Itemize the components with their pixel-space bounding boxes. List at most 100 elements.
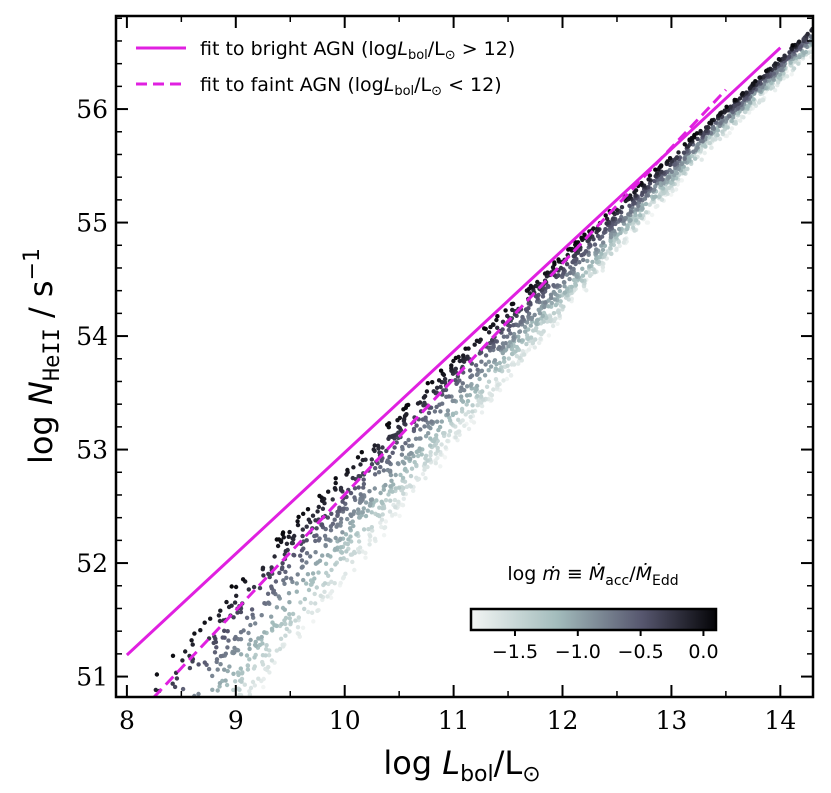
- scatter-point: [435, 445, 440, 451]
- scatter-point: [252, 664, 257, 669]
- scatter-point: [478, 394, 484, 399]
- scatter-point: [256, 676, 261, 681]
- scatter-point: [245, 663, 250, 668]
- scatter-point: [676, 150, 681, 155]
- scatter-point: [393, 472, 398, 478]
- scatter-point: [179, 759, 183, 763]
- scatter-point: [682, 142, 687, 147]
- scatter-point: [208, 709, 212, 713]
- scatter-point: [264, 643, 269, 648]
- scatter-point: [246, 587, 251, 592]
- scatter-point: [237, 687, 242, 692]
- scatter-point: [286, 564, 292, 569]
- scatter-point: [486, 368, 491, 373]
- scatter-point: [437, 424, 443, 430]
- scatter-point: [211, 738, 215, 742]
- scatter-point: [162, 755, 166, 759]
- scatter-point: [594, 247, 599, 252]
- scatter-point: [150, 779, 154, 783]
- scatter-point: [262, 601, 267, 606]
- scatter-point: [418, 427, 423, 432]
- scatter-point: [369, 525, 374, 530]
- scatter-point: [625, 223, 630, 228]
- scatter-point: [425, 381, 430, 386]
- scatter-point: [528, 283, 534, 289]
- scatter-point: [283, 569, 288, 575]
- scatter-point: [266, 664, 271, 670]
- scatter-point: [260, 565, 266, 570]
- scatter-point: [298, 600, 303, 605]
- scatter-point: [788, 60, 793, 65]
- scatter-point: [415, 401, 421, 406]
- scatter-point: [340, 530, 345, 535]
- scatter-point: [274, 605, 280, 610]
- scatter-point: [488, 364, 494, 369]
- scatter-point: [408, 456, 413, 462]
- scatter-point: [561, 270, 566, 275]
- scatter-point: [210, 687, 215, 692]
- scatter-point: [195, 711, 199, 715]
- scatter-point: [418, 436, 423, 441]
- scatter-point: [510, 307, 515, 313]
- scatter-point: [424, 389, 430, 394]
- scatter-point: [316, 538, 321, 543]
- scatter-point: [218, 725, 222, 729]
- scatter-point: [280, 530, 286, 535]
- scatter-point: [597, 255, 602, 260]
- scatter-point: [467, 368, 473, 373]
- scatter-point: [784, 74, 790, 79]
- scatter-point: [500, 319, 506, 324]
- scatter-point: [358, 492, 363, 497]
- scatter-point: [213, 715, 217, 719]
- x-axis-label-sub: bol: [460, 762, 494, 787]
- x-axis-label-suffix: /L: [494, 744, 523, 782]
- scatter-point: [411, 426, 417, 432]
- scatter-point: [387, 454, 392, 460]
- scatter-point: [215, 732, 219, 736]
- scatter-point: [540, 313, 545, 319]
- scatter-point: [315, 608, 320, 613]
- scatter-point: [745, 105, 750, 110]
- scatter-point: [148, 746, 152, 750]
- scatter-point: [357, 515, 362, 520]
- scatter-point: [695, 145, 700, 150]
- scatter-point: [720, 129, 725, 134]
- scatter-point: [199, 732, 203, 736]
- scatter-point: [541, 329, 546, 334]
- scatter-point: [217, 684, 222, 689]
- scatter-point: [356, 539, 362, 544]
- scatter-point: [196, 662, 201, 667]
- scatter-point: [290, 540, 295, 546]
- y-tick-label: 54: [76, 322, 108, 351]
- scatter-point: [224, 599, 229, 605]
- scatter-point: [350, 475, 355, 481]
- scatter-point: [383, 498, 389, 503]
- scatter-point: [628, 193, 633, 198]
- scatter-point: [312, 576, 317, 581]
- scatter-point: [764, 68, 769, 74]
- scatter-point: [372, 443, 377, 448]
- scatter-point: [805, 31, 810, 37]
- scatter-point: [525, 336, 531, 341]
- scatter-point: [474, 338, 480, 343]
- scatter-point: [155, 707, 159, 711]
- scatter-point: [442, 380, 448, 385]
- scatter-point: [569, 284, 574, 290]
- scatter-point: [532, 312, 537, 318]
- scatter-point: [619, 205, 625, 210]
- scatter-point: [423, 476, 428, 481]
- scatter-point: [333, 480, 338, 486]
- scatter-point: [292, 533, 297, 539]
- scatter-point: [252, 655, 257, 660]
- scatter-point: [408, 450, 414, 456]
- scatter-point: [486, 330, 492, 335]
- scatter-point: [639, 203, 645, 208]
- scatter-point: [184, 774, 188, 778]
- scatter-point: [428, 450, 433, 455]
- scatter-point: [633, 218, 639, 223]
- scatter-point: [403, 466, 408, 472]
- scatter-point: [505, 334, 510, 339]
- scatter-point: [272, 554, 277, 559]
- scatter-point: [550, 323, 556, 329]
- scatter-point: [409, 466, 415, 471]
